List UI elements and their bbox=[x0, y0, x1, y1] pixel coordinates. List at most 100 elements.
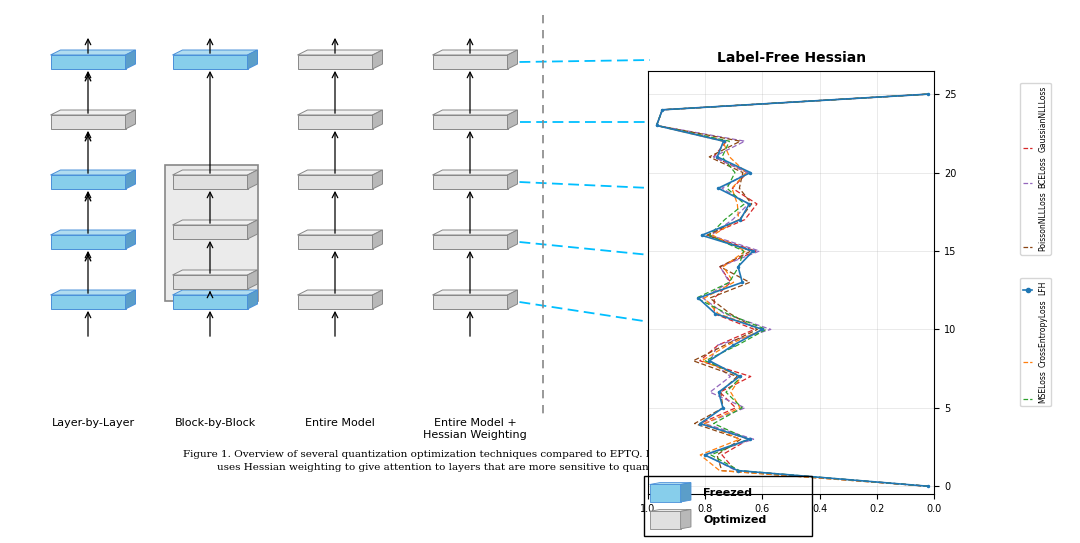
MSELoss bbox=[742, 436, 755, 443]
PoissonNLLLoss bbox=[733, 216, 746, 223]
LFH bbox=[922, 91, 935, 97]
BCELoss bbox=[726, 216, 739, 223]
Polygon shape bbox=[51, 235, 125, 249]
Polygon shape bbox=[432, 175, 508, 189]
BCELoss bbox=[656, 106, 669, 113]
PoissonNLLLoss bbox=[687, 357, 700, 364]
Polygon shape bbox=[247, 50, 257, 69]
BCELoss bbox=[699, 452, 712, 458]
Polygon shape bbox=[173, 275, 247, 289]
Polygon shape bbox=[297, 115, 373, 129]
BCELoss bbox=[723, 279, 735, 286]
GaussianNLLLoss bbox=[707, 295, 720, 301]
PoissonNLLLoss bbox=[922, 91, 935, 97]
Polygon shape bbox=[297, 55, 373, 69]
PoissonNLLLoss bbox=[700, 232, 713, 238]
GaussianNLLLoss bbox=[726, 185, 739, 192]
PoissonNLLLoss bbox=[922, 483, 935, 490]
CrossEntropyLoss bbox=[733, 436, 746, 443]
Polygon shape bbox=[649, 483, 691, 484]
CrossEntropyLoss bbox=[698, 420, 711, 427]
MSELoss bbox=[733, 468, 746, 474]
Polygon shape bbox=[51, 115, 125, 129]
Polygon shape bbox=[649, 512, 680, 529]
MSELoss bbox=[723, 279, 735, 286]
Polygon shape bbox=[373, 230, 382, 249]
LFH bbox=[727, 342, 740, 349]
LFH bbox=[712, 185, 725, 192]
Line: BCELoss: BCELoss bbox=[657, 94, 929, 487]
Polygon shape bbox=[508, 230, 517, 249]
Polygon shape bbox=[297, 230, 382, 235]
GaussianNLLLoss bbox=[741, 169, 754, 176]
Polygon shape bbox=[432, 55, 508, 69]
CrossEntropyLoss bbox=[740, 169, 753, 176]
CrossEntropyLoss bbox=[734, 373, 747, 380]
BCELoss bbox=[704, 232, 717, 238]
BCELoss bbox=[922, 91, 935, 97]
Polygon shape bbox=[432, 115, 508, 129]
CrossEntropyLoss bbox=[732, 216, 745, 223]
Polygon shape bbox=[173, 270, 257, 275]
CrossEntropyLoss bbox=[756, 326, 769, 333]
PoissonNLLLoss bbox=[737, 169, 750, 176]
PoissonNLLLoss bbox=[650, 122, 663, 129]
Polygon shape bbox=[173, 170, 257, 175]
Polygon shape bbox=[297, 50, 382, 55]
BCELoss bbox=[703, 389, 716, 395]
Polygon shape bbox=[125, 170, 135, 189]
BCELoss bbox=[698, 420, 711, 427]
MSELoss bbox=[759, 326, 772, 333]
CrossEntropyLoss bbox=[922, 483, 935, 490]
Title: Label-Free Hessian: Label-Free Hessian bbox=[716, 51, 866, 65]
Polygon shape bbox=[508, 290, 517, 309]
Polygon shape bbox=[432, 235, 508, 249]
Line: CrossEntropyLoss: CrossEntropyLoss bbox=[657, 94, 929, 487]
CrossEntropyLoss bbox=[733, 405, 746, 411]
GaussianNLLLoss bbox=[744, 373, 757, 380]
CrossEntropyLoss bbox=[698, 295, 711, 301]
GaussianNLLLoss bbox=[650, 122, 663, 129]
CrossEntropyLoss bbox=[731, 201, 744, 207]
GaussianNLLLoss bbox=[714, 389, 727, 395]
PoissonNLLLoss bbox=[745, 201, 758, 207]
GaussianNLLLoss bbox=[748, 326, 761, 333]
Polygon shape bbox=[432, 170, 517, 175]
Polygon shape bbox=[173, 295, 247, 309]
MSELoss bbox=[716, 154, 729, 160]
BCELoss bbox=[730, 468, 743, 474]
MSELoss bbox=[707, 420, 720, 427]
BCELoss bbox=[714, 263, 727, 270]
Line: GaussianNLLLoss: GaussianNLLLoss bbox=[657, 94, 929, 487]
PoissonNLLLoss bbox=[714, 263, 727, 270]
CrossEntropyLoss bbox=[693, 452, 706, 458]
Polygon shape bbox=[432, 290, 517, 295]
PoissonNLLLoss bbox=[724, 311, 737, 317]
LFH bbox=[717, 138, 730, 144]
LFH bbox=[703, 357, 716, 364]
MSELoss bbox=[729, 169, 742, 176]
GaussianNLLLoss bbox=[724, 279, 737, 286]
Polygon shape bbox=[432, 50, 517, 55]
MSELoss bbox=[723, 138, 735, 144]
LFH bbox=[731, 263, 744, 270]
LFH bbox=[692, 295, 705, 301]
Polygon shape bbox=[125, 50, 135, 69]
Polygon shape bbox=[649, 484, 680, 502]
Line: MSELoss: MSELoss bbox=[657, 94, 929, 487]
LFH bbox=[696, 232, 708, 238]
GaussianNLLLoss bbox=[701, 232, 714, 238]
Text: Optimized: Optimized bbox=[703, 515, 767, 525]
MSELoss bbox=[732, 263, 745, 270]
PoissonNLLLoss bbox=[744, 248, 757, 254]
Polygon shape bbox=[173, 175, 247, 189]
Polygon shape bbox=[508, 170, 517, 189]
Polygon shape bbox=[51, 290, 135, 295]
GaussianNLLLoss bbox=[750, 248, 762, 254]
CrossEntropyLoss bbox=[650, 122, 663, 129]
PoissonNLLLoss bbox=[733, 185, 746, 192]
LFH bbox=[743, 201, 756, 207]
Polygon shape bbox=[432, 230, 517, 235]
GaussianNLLLoss bbox=[729, 468, 742, 474]
GaussianNLLLoss bbox=[743, 436, 756, 443]
